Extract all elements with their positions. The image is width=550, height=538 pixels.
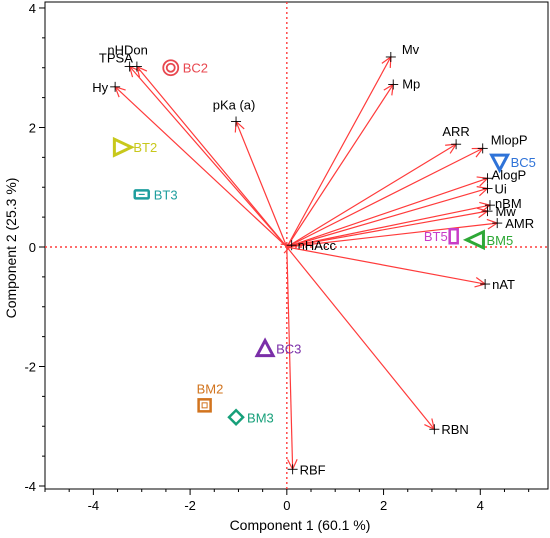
score-label: BT3 xyxy=(154,187,178,202)
loading-label: RBN xyxy=(441,422,468,437)
loading-label: TPSA xyxy=(99,51,133,66)
score-bt2: BT2 xyxy=(112,136,157,158)
loading-arr: ARR xyxy=(286,124,470,248)
x-tick-label: 2 xyxy=(380,498,387,513)
loading-label: nHAcc xyxy=(298,238,337,253)
x-axis-label: Component 1 (60.1 %) xyxy=(230,517,371,533)
loading-label: nAT xyxy=(492,277,515,292)
score-bc2: BC2 xyxy=(162,59,208,77)
plot-border xyxy=(44,1,549,490)
score-label: BT5 xyxy=(424,229,448,244)
score-bm2: BM2 xyxy=(197,381,224,413)
y-tick-label: -2 xyxy=(24,360,36,375)
x-tick-label: -4 xyxy=(88,498,100,513)
loading-hy: Hy xyxy=(92,80,288,248)
y-tick-label: 2 xyxy=(29,120,36,135)
score-points: BC2 BT2 BT3 BC5 BT5 BM5 BC3 BM2 BM3 xyxy=(112,59,536,427)
x-tick-label: -2 xyxy=(184,498,196,513)
loading-nat: nAT xyxy=(286,246,515,292)
loading-label: Hy xyxy=(92,80,108,95)
loading-label: Mv xyxy=(402,42,420,57)
y-tick-label: 4 xyxy=(29,1,36,16)
score-bm5: BM5 xyxy=(462,229,513,251)
score-label: BM3 xyxy=(247,410,274,425)
loading-label: ARR xyxy=(442,124,469,139)
loading-mw: Mw xyxy=(286,204,517,248)
loading-nbm: nBM xyxy=(286,196,522,248)
loading-tpsa: TPSA xyxy=(99,51,288,248)
loading-label: Mp xyxy=(402,76,420,91)
score-bt3: BT3 xyxy=(133,187,178,202)
loading-nhdon: nHDon xyxy=(107,43,288,248)
loading-rbf: RBF xyxy=(286,246,326,477)
loading-label: nBM xyxy=(495,196,522,211)
score-label: BT2 xyxy=(133,140,157,155)
loading-rbn: RBN xyxy=(286,246,469,437)
loading-ui: Ui xyxy=(286,181,507,248)
loading-label: AMR xyxy=(505,216,534,231)
loading-label: Ui xyxy=(495,181,507,196)
score-bm3: BM3 xyxy=(227,408,274,427)
y-axis-label: Component 2 (25.3 %) xyxy=(3,178,19,319)
score-bc3: BC3 xyxy=(254,337,301,358)
x-tick-label: 4 xyxy=(477,498,484,513)
loading-pka-a: pKa (a) xyxy=(213,98,288,248)
y-tick-label: -4 xyxy=(24,479,36,494)
loading-label: Mw xyxy=(496,204,517,219)
score-label: BM2 xyxy=(197,381,224,396)
plot-frame xyxy=(44,1,549,490)
loading-mlopp: MlopP xyxy=(286,132,528,248)
loading-label: nHDon xyxy=(107,43,147,58)
loading-label: pKa (a) xyxy=(213,98,256,113)
loading-label: MlopP xyxy=(491,132,528,147)
score-bt5: BT5 xyxy=(424,227,459,245)
score-bc5: BC5 xyxy=(489,153,536,174)
reference-lines xyxy=(45,2,548,489)
score-label: BC3 xyxy=(276,342,301,357)
axes: -4 -2 0 2 4 -4 -2 0 2 4 xyxy=(24,1,530,513)
y-tick-label: 0 xyxy=(29,240,36,255)
loading-mp: Mp xyxy=(286,76,420,248)
loading-label: RBF xyxy=(300,462,326,477)
score-label: BC2 xyxy=(183,61,208,76)
score-label: BM5 xyxy=(486,233,513,248)
loading-mv: Mv xyxy=(286,42,420,248)
x-tick-label: 0 xyxy=(283,498,290,513)
loading-amr: AMR xyxy=(286,216,534,248)
score-label: BC5 xyxy=(511,155,536,170)
